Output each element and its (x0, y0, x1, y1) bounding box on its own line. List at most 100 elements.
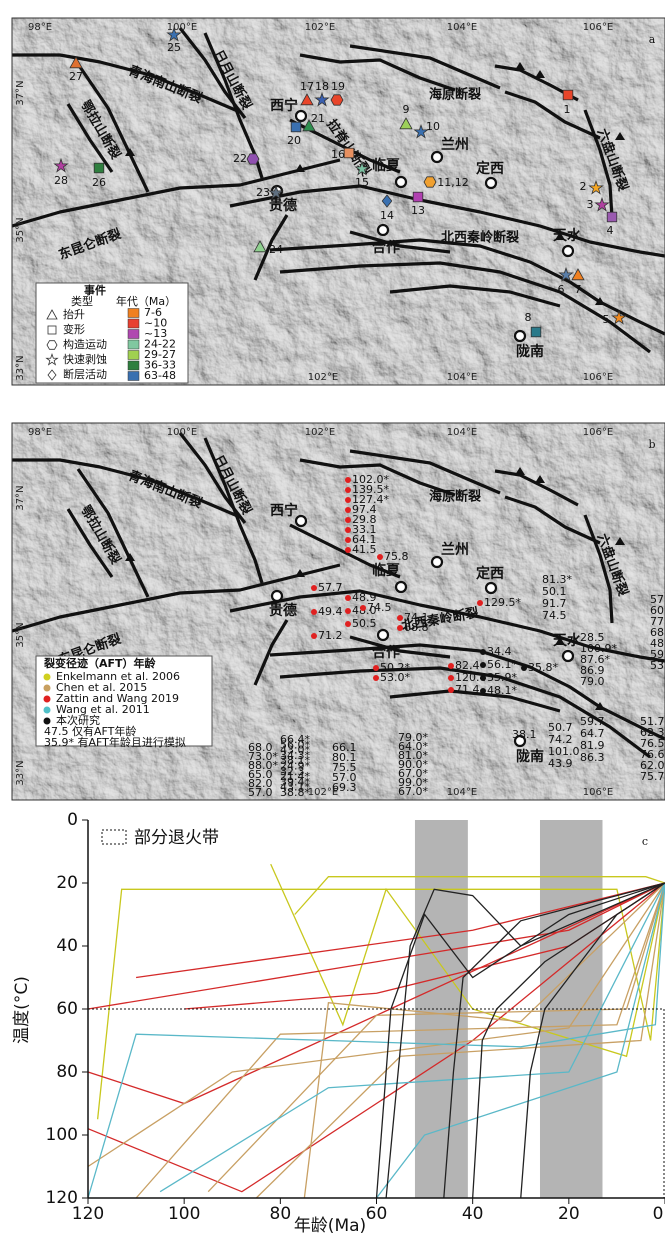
panel-label: c (642, 835, 648, 848)
panel-label: b (648, 438, 655, 451)
fault-line (299, 53, 456, 92)
city-label: 贵德 (269, 197, 297, 214)
thermal-path (385, 882, 665, 1199)
city-label: 临夏 (372, 157, 401, 174)
map-frame (11, 422, 665, 801)
legend-label: Zattin and Wang 2019 (56, 692, 179, 705)
event-marker (314, 91, 330, 107)
fault-line (299, 458, 456, 497)
age-label: 57.7 (318, 581, 343, 594)
lat-label: 35°N (15, 622, 26, 647)
age-label: 87.6* (580, 653, 610, 666)
legend-dot (43, 706, 51, 714)
age-label: 76.5 (640, 737, 665, 750)
legend-label: Enkelmann et al. 2006 (56, 670, 180, 683)
sample-dot (397, 625, 403, 631)
event-marker (246, 153, 260, 165)
city-marker (294, 514, 308, 528)
fault-line (229, 184, 665, 258)
city-marker (376, 223, 390, 237)
event-label: 9 (403, 103, 410, 116)
event-label: 22 (233, 152, 247, 165)
y-tick-label: 40 (56, 936, 78, 956)
age-label: 28.5 (580, 631, 605, 644)
age-label: 100.9* (580, 642, 617, 655)
event-marker (300, 93, 314, 106)
event-label: 1 (564, 103, 571, 116)
x-tick-label: 60 (366, 1204, 388, 1224)
city-marker (561, 649, 575, 663)
event-label: 5 (603, 313, 610, 326)
legend-label: 24-22 (144, 338, 176, 351)
age-label: 67.0* (398, 767, 428, 780)
legend-title: 裂变径迹（AFT）年龄 (43, 656, 157, 670)
thrust-tooth (295, 164, 305, 172)
legend-label: 63-48 (144, 369, 176, 382)
age-label: 71.2 (318, 629, 343, 642)
legend-label: 本次研究 (56, 713, 100, 727)
age-label: 34.3* (280, 749, 310, 762)
sample-dot (345, 608, 351, 614)
age-label: 75.8 (384, 550, 409, 563)
age-label: 82.4 (455, 659, 480, 672)
y-tick-label: 60 (56, 999, 78, 1019)
legend-box (35, 655, 213, 747)
sample-dot (311, 633, 317, 639)
y-tick-label: 100 (46, 1125, 78, 1145)
event-label: 2 (580, 180, 587, 193)
age-label: 53.0* (380, 671, 410, 684)
event-marker (562, 89, 574, 101)
age-label: 86.9 (580, 664, 605, 677)
age-label: 38.1 (512, 728, 537, 741)
thrust-tooth (125, 148, 135, 156)
age-label: 62.0 (640, 759, 665, 772)
event-marker (594, 196, 610, 212)
sample-dot (360, 605, 366, 611)
fault-line (269, 643, 665, 741)
age-label: 76.6 (640, 748, 665, 761)
fault-line (279, 261, 651, 354)
lon-label: 104°E (447, 427, 477, 438)
legend-swatch (127, 329, 140, 339)
sample-dot (345, 517, 351, 523)
age-label: 66.1 (332, 741, 357, 754)
legend-note: 47.5 仅有AFT年龄 (44, 724, 136, 738)
fault-line (76, 63, 150, 193)
legend-swatch (127, 371, 140, 381)
age-label: 71.4 (455, 683, 480, 696)
thrust-tooth (595, 297, 605, 305)
age-label: 51.7 (640, 715, 665, 728)
city-marker (484, 176, 498, 190)
age-label: 50.1 (542, 585, 567, 598)
legend-swatch (127, 350, 140, 360)
sample-dot (480, 649, 486, 655)
age-label: 48.9 (352, 591, 377, 604)
age-label: 77.0* (650, 615, 665, 628)
legend-swatch (127, 360, 140, 371)
sample-dot (345, 507, 351, 513)
age-label: 43.1* (280, 781, 310, 794)
age-label: 81.0* (398, 749, 428, 762)
age-label: 74.5 (542, 609, 567, 622)
city-marker (484, 581, 498, 595)
thrust-tooth (515, 62, 525, 70)
sample-dot (397, 615, 403, 621)
thermal-path (255, 882, 665, 1199)
fault-line (504, 90, 601, 140)
lat-label: 33°N (15, 355, 26, 380)
event-marker (302, 119, 316, 132)
legend-swatch (127, 318, 140, 329)
legend-box (35, 282, 189, 384)
age-label: 43.0* (280, 744, 310, 757)
fault-line (289, 523, 401, 579)
sample-dot (311, 609, 317, 615)
thermal-path (443, 882, 665, 1199)
x-tick-label: 120 (72, 1204, 104, 1224)
event-label: 10 (426, 120, 440, 133)
age-label: 65.0 (248, 768, 273, 781)
age-label: 91.7 (542, 597, 567, 610)
fault-line (12, 53, 241, 114)
event-marker (343, 147, 355, 159)
fault-label: 海原断裂 (429, 489, 482, 505)
